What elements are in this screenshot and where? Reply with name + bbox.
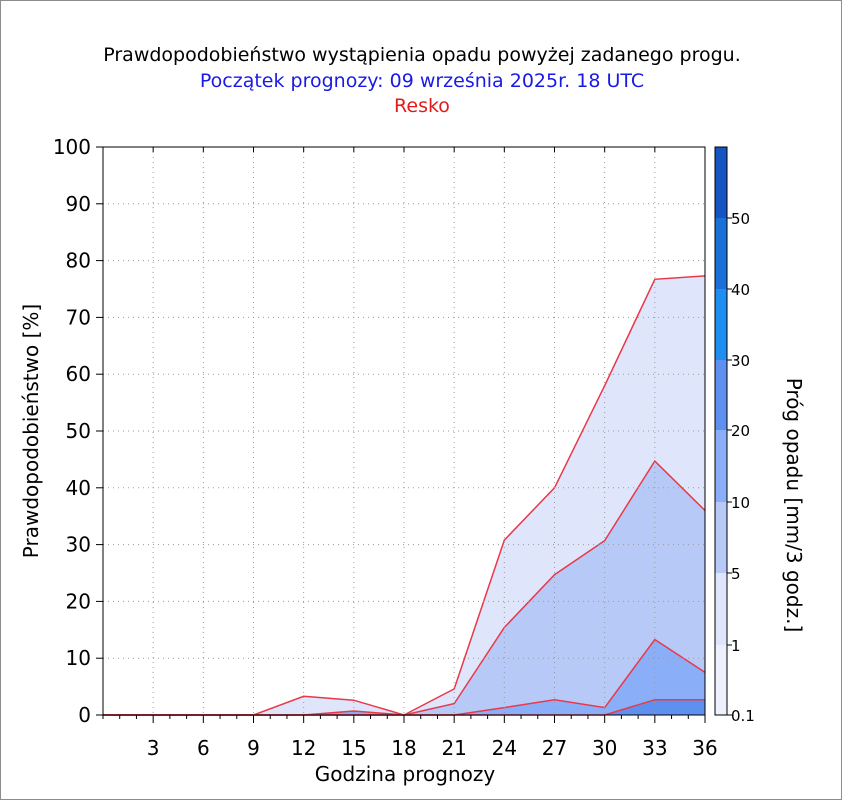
y-tick-label: 50 [66,419,91,443]
grid-lines [103,147,705,715]
colorbar-segment [715,147,727,218]
colorbar-segment [715,430,727,502]
colorbar-tick-label: 5 [731,565,741,583]
colorbar-tick-label: 40 [731,281,750,299]
colorbar-tick-label: 50 [731,210,750,228]
y-axis-label: Prawdopodobieństwo [%] [19,304,43,558]
x-tick-label: 3 [147,736,160,760]
x-tick-label: 30 [592,736,617,760]
y-tick-label: 0 [78,703,91,727]
colorbar-tick-label: 30 [731,352,750,370]
y-tick-label: 40 [66,476,91,500]
colorbar-tick-label: 20 [731,422,750,440]
area-threshold-10 [103,699,705,715]
colorbar-segment [715,645,727,715]
colorbar-segment [715,502,727,573]
colorbar-segment [715,360,727,430]
colorbar-tick-label: 10 [731,494,750,512]
chart-title: Prawdopodobieństwo wystąpienia opadu pow… [103,44,741,66]
y-tick-label: 30 [66,533,91,557]
colorbar-tick-label: 0.1 [731,707,755,725]
y-tick-label: 90 [66,192,91,216]
colorbar-segment [715,573,727,645]
colorbar-segment [715,289,727,360]
x-tick-label: 27 [542,736,567,760]
x-tick-label: 33 [642,736,667,760]
y-tick-label: 70 [66,305,91,329]
x-tick-label: 21 [441,736,466,760]
x-tick-label: 18 [391,736,416,760]
colorbar-segment [715,218,727,289]
colorbar-tick-label: 1 [731,637,741,655]
colorbar-border [714,146,728,716]
y-tick-label: 80 [66,249,91,273]
x-tick-label: 9 [247,736,260,760]
y-tick-label: 20 [66,589,91,613]
x-tick-label: 12 [291,736,316,760]
x-tick-label: 36 [692,736,717,760]
x-tick-label: 24 [492,736,517,760]
x-tick-label: 15 [341,736,366,760]
colorbar-label: Próg opadu [mm/3 godz.] [782,378,806,633]
colorbar: 0.1 1 5 10 20 30 40 50 [714,146,755,725]
x-tick-label: 6 [197,736,210,760]
y-tick-label: 100 [53,135,91,159]
x-axis-label: Godzina prognozy [315,762,496,786]
y-tick-label: 60 [66,362,91,386]
chart-subtitle: Początek prognozy: 09 września 2025r. 18… [199,70,645,92]
area-threshold-1 [103,461,705,715]
chart-location: Resko [394,95,450,117]
probability-areas [103,275,706,716]
y-tick-label: 10 [66,646,91,670]
